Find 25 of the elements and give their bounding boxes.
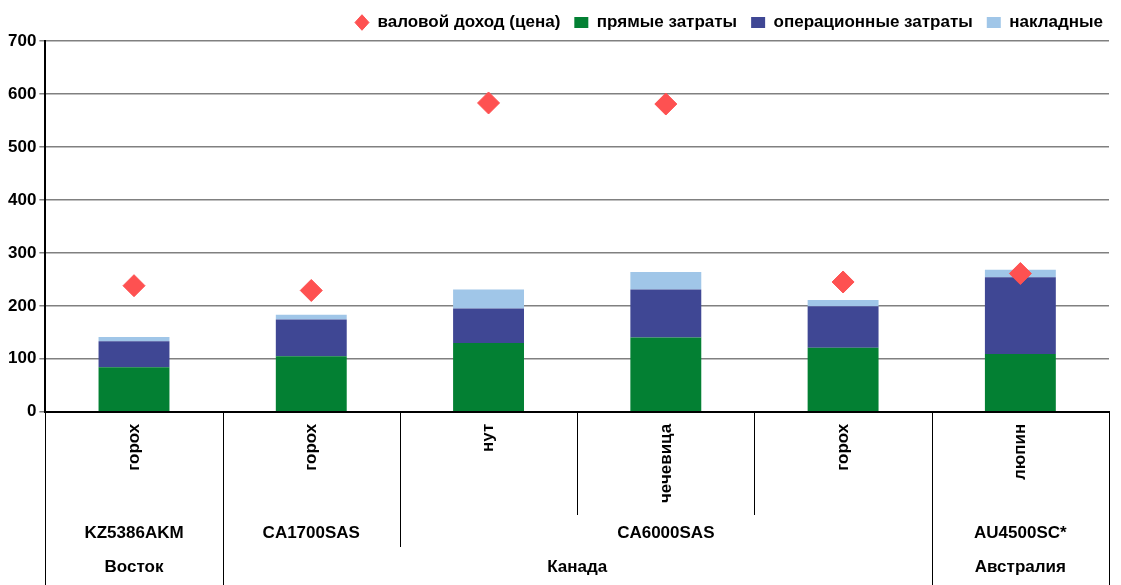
text: KZ5386AKM [84, 522, 184, 542]
y-tick-label: 700 [7, 30, 37, 50]
text: Канада [547, 556, 608, 576]
x-tick-label: чечевица [655, 423, 675, 504]
legend-label: накладные [1009, 12, 1104, 32]
y-tick-label: 200 [7, 295, 37, 315]
legend-label: валовой доход (цена) [377, 12, 561, 32]
text: Австралия [974, 556, 1066, 576]
y-tick-label: 100 [7, 348, 37, 368]
x-tick-label: нут [478, 423, 498, 453]
text: CA6000SAS [617, 522, 715, 542]
x-tick-label: люпин [1010, 423, 1030, 481]
legend-label: прямые затраты [596, 12, 738, 32]
y-tick-label: 500 [7, 136, 37, 156]
text: Восток [104, 556, 164, 576]
text: CA1700SAS [262, 522, 360, 542]
y-tick-label: 0 [26, 401, 37, 421]
x-tick-label: горох [123, 423, 143, 471]
x-tick-label: горох [300, 423, 320, 471]
x-tick-label: горох [832, 423, 852, 471]
y-tick-label: 300 [7, 242, 37, 262]
y-tick-label: 600 [7, 83, 37, 103]
legend-label: операционные затраты [773, 12, 973, 32]
y-tick-label: 400 [7, 189, 37, 209]
text: AU4500SC* [974, 522, 1068, 542]
